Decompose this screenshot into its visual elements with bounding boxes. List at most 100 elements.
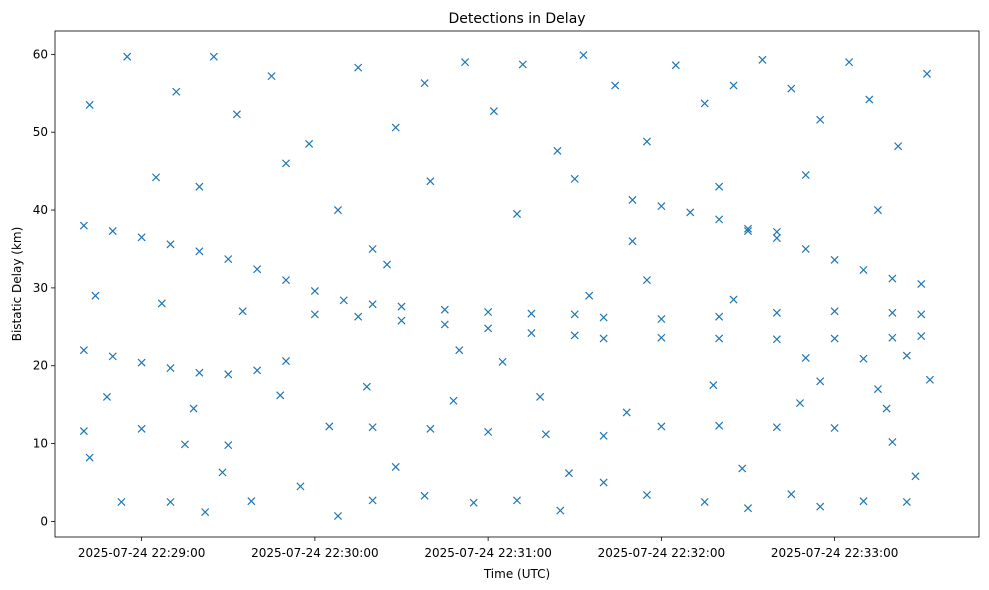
data-point	[232, 110, 241, 119]
data-point	[772, 234, 781, 243]
data-point	[671, 61, 680, 70]
data-point	[469, 498, 478, 507]
data-point	[622, 408, 631, 417]
x-tick-label: 2025-07-24 22:29:00	[78, 546, 205, 560]
x-tick-label: 2025-07-24 22:30:00	[251, 546, 378, 560]
data-point	[420, 491, 429, 500]
data-point	[536, 392, 545, 401]
data-point	[657, 333, 666, 342]
data-point	[102, 392, 111, 401]
data-point	[743, 227, 753, 236]
data-point	[276, 391, 285, 400]
data-point	[305, 139, 314, 148]
data-point	[859, 265, 868, 275]
y-tick-label: 40	[33, 203, 48, 217]
data-point	[795, 399, 804, 408]
data-point	[882, 404, 891, 413]
data-point	[715, 312, 724, 321]
data-point	[397, 316, 406, 325]
data-point	[570, 174, 579, 183]
data-point	[925, 375, 934, 384]
data-point	[310, 286, 319, 296]
data-point	[709, 381, 718, 390]
data-point	[801, 170, 810, 180]
data-point	[79, 427, 88, 436]
data-point	[772, 335, 781, 344]
data-point	[238, 307, 247, 316]
data-point	[354, 312, 363, 321]
data-point	[368, 244, 377, 253]
data-point	[152, 173, 161, 182]
data-point	[253, 366, 262, 375]
data-point	[657, 202, 666, 211]
data-point	[772, 423, 781, 432]
data-point	[91, 291, 100, 300]
data-point	[281, 276, 291, 285]
data-point	[195, 182, 204, 191]
data-point	[787, 490, 796, 499]
data-point	[585, 291, 594, 300]
data-point	[715, 182, 724, 191]
data-point	[772, 227, 781, 236]
data-point	[743, 504, 753, 513]
data-point	[715, 215, 724, 224]
data-point	[391, 123, 400, 132]
data-point	[579, 51, 588, 60]
data-point	[570, 310, 579, 319]
data-point	[247, 497, 256, 506]
data-point	[195, 247, 204, 256]
data-point	[137, 233, 146, 242]
data-point	[310, 310, 319, 319]
data-point	[527, 329, 536, 338]
data-point	[570, 331, 579, 340]
data-point	[743, 224, 753, 233]
data-point	[85, 453, 94, 462]
data-point	[628, 237, 637, 246]
data-point	[426, 424, 435, 433]
data-point	[362, 382, 371, 391]
y-axis-label: Bistatic Delay (km)	[10, 227, 24, 342]
data-point	[911, 472, 920, 481]
data-point	[816, 502, 825, 511]
data-point	[79, 346, 88, 355]
data-point	[440, 305, 449, 314]
data-point	[686, 208, 695, 217]
data-point	[166, 240, 175, 249]
data-point	[873, 206, 882, 215]
data-point	[172, 87, 181, 96]
data-point	[917, 279, 926, 289]
data-point	[738, 464, 747, 473]
data-point	[599, 478, 608, 487]
data-point	[801, 353, 810, 362]
data-point	[180, 440, 189, 449]
data-point	[354, 63, 363, 72]
data-point	[397, 302, 406, 311]
y-tick-label: 20	[33, 359, 48, 373]
data-point	[923, 69, 932, 78]
data-point	[873, 385, 882, 394]
data-point	[189, 404, 198, 413]
data-point	[917, 310, 926, 319]
x-tick-label: 2025-07-24 22:33:00	[771, 546, 898, 560]
data-point	[816, 377, 825, 386]
data-point	[888, 333, 897, 342]
data-point	[512, 496, 522, 505]
data-point	[218, 468, 227, 477]
data-point	[484, 427, 493, 436]
data-point	[281, 159, 291, 168]
data-point	[426, 177, 435, 186]
data-point	[599, 313, 608, 322]
data-point	[449, 396, 458, 405]
data-point	[865, 95, 874, 104]
data-point	[455, 346, 464, 355]
data-point	[391, 462, 400, 471]
data-point	[859, 354, 868, 363]
x-axis-label: Time (UTC)	[483, 567, 550, 581]
data-point	[157, 299, 166, 308]
data-point	[816, 115, 825, 124]
data-point	[553, 146, 562, 155]
data-point	[440, 320, 449, 329]
data-point	[729, 81, 738, 90]
data-point	[267, 72, 276, 81]
